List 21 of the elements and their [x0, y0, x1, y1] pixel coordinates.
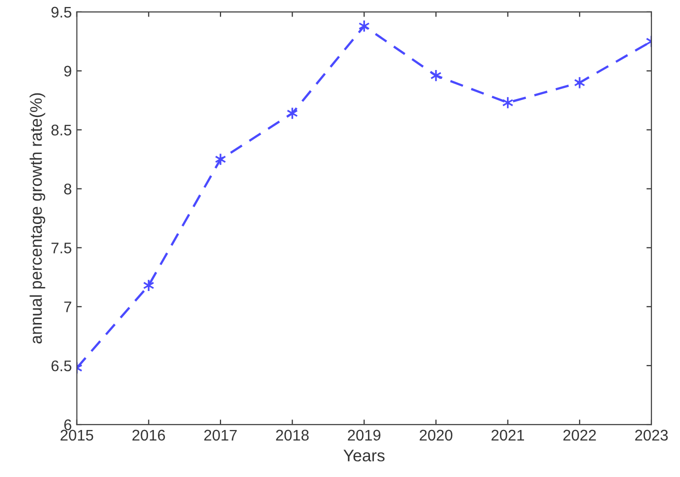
x-tick-label: 2019 — [348, 430, 380, 441]
x-tick-label: 2022 — [563, 430, 596, 441]
y-tick-label: 8.5 — [51, 124, 72, 136]
x-tick-label: 2017 — [204, 430, 237, 441]
y-tick-label: 8 — [64, 184, 72, 194]
x-axis-title: Years — [344, 450, 385, 462]
y-tick-label: 9.5 — [51, 6, 72, 18]
y-tick-label: 7 — [64, 302, 72, 312]
x-tick-label: 2023 — [635, 430, 668, 441]
point — [214, 152, 226, 166]
y-tick-label: 6 — [64, 419, 72, 430]
y-tick-label: 6.5 — [52, 360, 72, 372]
x-tick-label: 2018 — [276, 430, 309, 441]
y-axis-title: annual percentage growth rate(%) — [30, 93, 46, 344]
point — [430, 69, 442, 82]
y-tick-label: 9 — [64, 66, 72, 77]
x-tick-label: 2016 — [132, 430, 165, 441]
x-tick-label: 2020 — [420, 430, 452, 441]
x-tick-label: 2015 — [60, 430, 94, 441]
y-tick-label: 7.5 — [52, 242, 72, 254]
x-tick-label: 2021 — [492, 430, 524, 441]
